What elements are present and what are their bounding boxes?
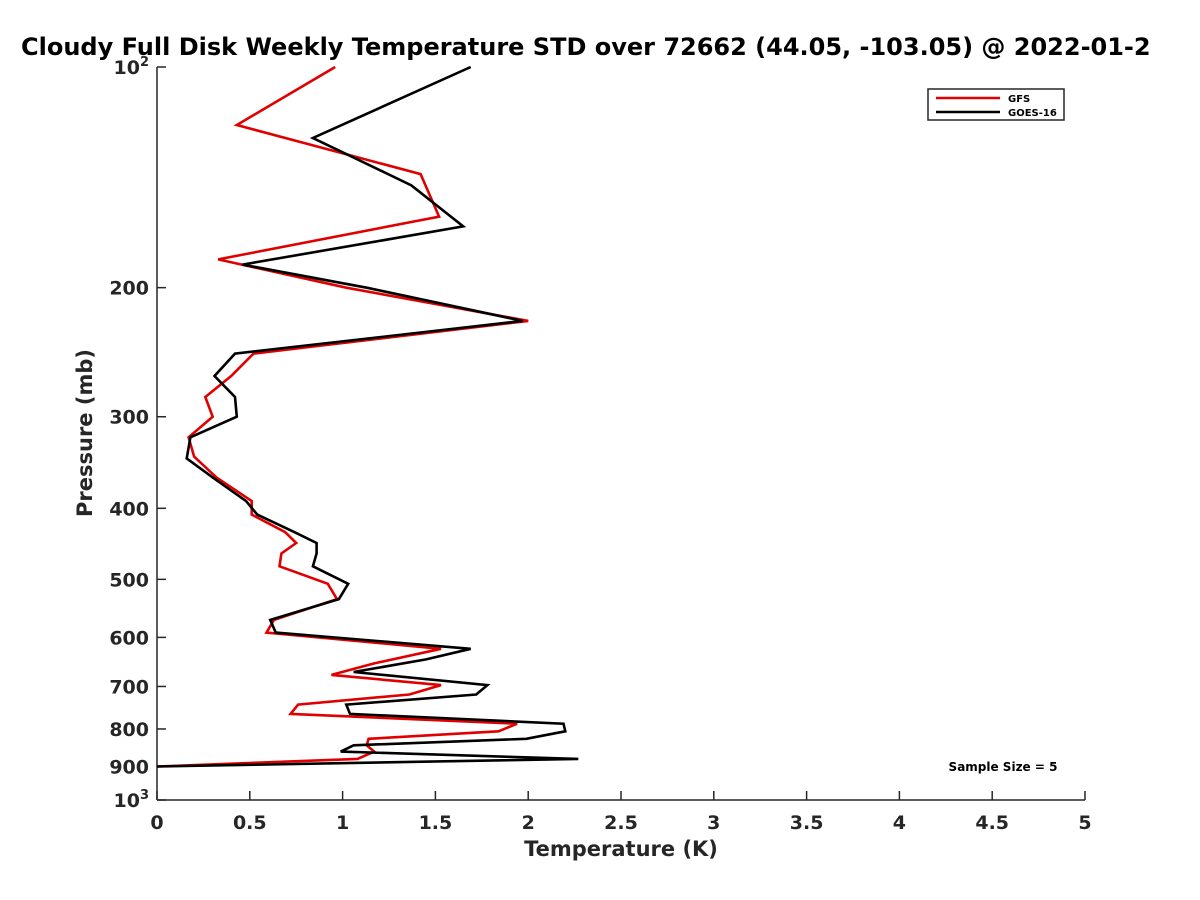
y-tick-label-base: 700 — [109, 676, 149, 698]
x-tick-label: 0.5 — [233, 812, 267, 834]
legend-label-gfs: GFS — [1008, 94, 1030, 105]
chart-title: Cloudy Full Disk Weekly Temperature STD … — [21, 33, 1151, 61]
y-tick-label: 700 — [109, 676, 149, 698]
y-tick-label: 400 — [109, 498, 149, 520]
y-tick-label-base: 500 — [109, 569, 149, 591]
x-tick-label: 2 — [522, 812, 535, 834]
series-line-gfs — [156, 65, 529, 768]
series-line-goes-16 — [156, 65, 579, 768]
y-tick-label-base: 600 — [109, 627, 149, 649]
x-tick-label: 5 — [1078, 812, 1091, 834]
legend-entries: GFS GOES-16 — [936, 94, 1057, 119]
x-tick-label: 4 — [893, 812, 906, 834]
x-tick-label: 3.5 — [790, 812, 824, 834]
y-tick-label-base: 300 — [109, 407, 149, 429]
legend-label-goes-16: GOES-16 — [1008, 108, 1057, 119]
plot-area: 0 0.5 1 1.5 2 2.5 3 3.5 4 4.5 5 102200300400500600… — [109, 55, 1091, 834]
legend: GFS GOES-16 — [927, 88, 1065, 121]
x-ticks: 0 0.5 1 1.5 2 2.5 3 3.5 4 4.5 5 — [150, 791, 1092, 834]
y-tick-label: 300 — [109, 407, 149, 429]
y-tick-label-base: 400 — [109, 498, 149, 520]
y-tick-label: 102 — [114, 55, 150, 79]
x-tick-label: 1.5 — [419, 812, 453, 834]
legend-box — [927, 88, 1065, 121]
y-tick-label-base: 200 — [109, 278, 149, 300]
y-tick-label-exponent: 3 — [140, 788, 149, 803]
x-axis-label: Temperature (K) — [524, 837, 718, 861]
x-tick-label: 0 — [150, 812, 163, 834]
x-tick-label: 4.5 — [975, 812, 1009, 834]
series-lines — [156, 65, 579, 768]
x-tick-label: 2.5 — [604, 812, 638, 834]
y-tick-label-base: 10 — [114, 57, 140, 79]
y-tick-label: 500 — [109, 569, 149, 591]
y-tick-label: 900 — [109, 756, 149, 778]
sample-size-annotation: Sample Size = 5 — [949, 760, 1058, 774]
y-tick-label: 200 — [109, 278, 149, 300]
y-tick-label: 800 — [109, 719, 149, 741]
x-tick-label: 1 — [336, 812, 349, 834]
y-tick-label-base: 800 — [109, 719, 149, 741]
y-tick-label: 103 — [114, 788, 150, 812]
y-axis-label: Pressure (mb) — [73, 349, 97, 517]
y-tick-label-exponent: 2 — [140, 55, 149, 70]
y-tick-label-base: 10 — [114, 790, 140, 812]
x-tick-label: 3 — [707, 812, 720, 834]
y-tick-label-base: 900 — [109, 756, 149, 778]
y-tick-label: 600 — [109, 627, 149, 649]
